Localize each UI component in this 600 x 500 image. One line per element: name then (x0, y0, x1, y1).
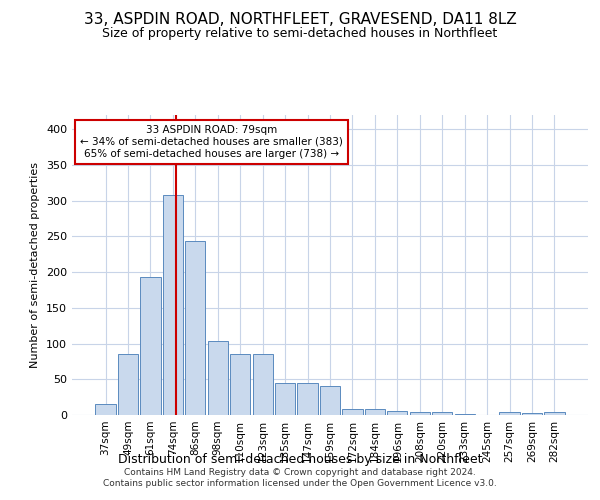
Text: Size of property relative to semi-detached houses in Northfleet: Size of property relative to semi-detach… (103, 28, 497, 40)
Bar (163, 195, 183, 415)
Bar (298, 383, 317, 415)
Bar (343, 408, 362, 415)
Bar (253, 354, 273, 415)
Bar (140, 277, 161, 415)
Text: 33 ASPDIN ROAD: 79sqm
← 34% of semi-detached houses are smaller (383)
65% of sem: 33 ASPDIN ROAD: 79sqm ← 34% of semi-deta… (80, 126, 343, 158)
Bar (544, 412, 565, 415)
Y-axis label: Number of semi-detached properties: Number of semi-detached properties (31, 162, 40, 368)
Bar (365, 410, 385, 415)
Bar (499, 412, 520, 415)
Text: Distribution of semi-detached houses by size in Northfleet: Distribution of semi-detached houses by … (118, 452, 482, 466)
Bar (522, 413, 542, 415)
Bar (95, 404, 116, 415)
Bar (320, 386, 340, 415)
Bar (118, 354, 138, 415)
Bar (275, 383, 295, 415)
Bar (230, 354, 250, 415)
Bar (208, 342, 228, 415)
Text: Contains HM Land Registry data © Crown copyright and database right 2024.
Contai: Contains HM Land Registry data © Crown c… (103, 468, 497, 487)
Bar (387, 412, 407, 415)
Bar (432, 412, 452, 415)
Bar (455, 414, 475, 415)
Bar (185, 242, 205, 415)
Bar (410, 412, 430, 415)
Text: 33, ASPDIN ROAD, NORTHFLEET, GRAVESEND, DA11 8LZ: 33, ASPDIN ROAD, NORTHFLEET, GRAVESEND, … (83, 12, 517, 28)
